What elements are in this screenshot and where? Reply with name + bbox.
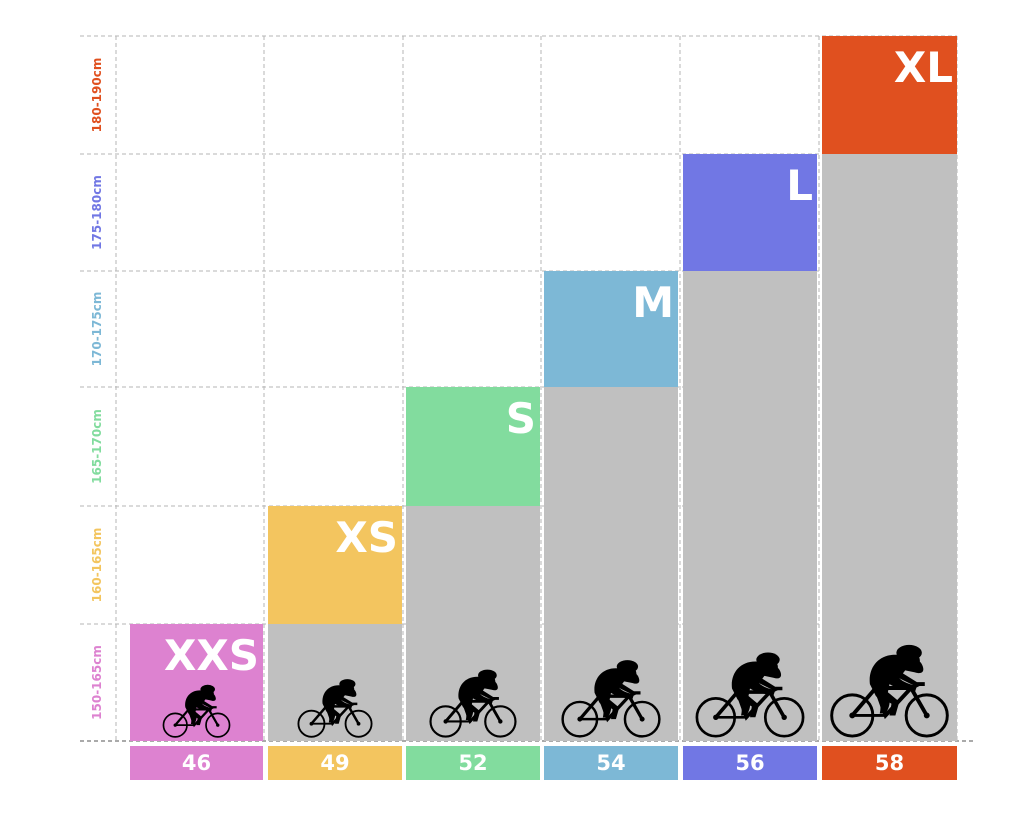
size-label-xs: XS bbox=[335, 513, 398, 562]
frame-size-label: 46 bbox=[182, 751, 211, 775]
frame-size-label: 54 bbox=[596, 751, 625, 775]
size-cell-m bbox=[544, 271, 678, 387]
size-cell-xl bbox=[822, 36, 957, 154]
frame-size-label: 56 bbox=[735, 751, 764, 775]
height-range-label: 170-175cm bbox=[90, 292, 104, 367]
height-range-label: 150-165cm bbox=[90, 645, 104, 720]
frame-size-box bbox=[268, 746, 402, 780]
height-range-label: 160-165cm bbox=[90, 528, 104, 603]
size-label-xxs: XXS bbox=[164, 631, 259, 680]
size-cell-s bbox=[406, 387, 540, 506]
size-cell-l bbox=[683, 154, 817, 271]
size-label-m: M bbox=[632, 278, 674, 327]
frame-size-box bbox=[683, 746, 817, 780]
height-range-labels: 150-165cm 160-165cm 165-170cm 170-175cm 175-… bbox=[90, 58, 104, 720]
size-label-s: S bbox=[506, 394, 536, 443]
frame-size-label: 49 bbox=[320, 751, 349, 775]
frame-size-box bbox=[544, 746, 678, 780]
frame-size-box bbox=[406, 746, 540, 780]
size-label-xl: XL bbox=[894, 43, 953, 92]
height-range-label: 175-180cm bbox=[90, 175, 104, 250]
size-cell-xs bbox=[268, 506, 402, 624]
frame-size-label: 52 bbox=[458, 751, 487, 775]
frame-size-box bbox=[822, 746, 957, 780]
height-range-label: 165-170cm bbox=[90, 409, 104, 484]
size-label-l: L bbox=[786, 161, 813, 210]
size-columns: XXS XS S M L XL bbox=[130, 36, 957, 741]
size-column-fill bbox=[268, 624, 402, 741]
frame-size-label: 58 bbox=[875, 751, 904, 775]
size-column-fill bbox=[822, 154, 957, 741]
frame-size-box bbox=[130, 746, 263, 780]
height-range-label: 180-190cm bbox=[90, 58, 104, 133]
frame-size-axis: 46 49 52 54 56 58 bbox=[130, 746, 957, 780]
